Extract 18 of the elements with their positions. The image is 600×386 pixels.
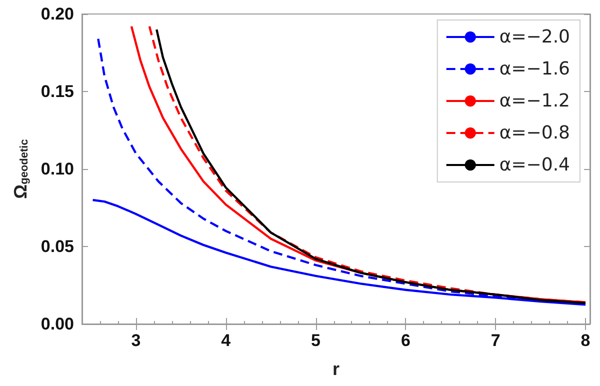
x-tick-label: 4: [221, 331, 232, 350]
y-axis-title: Ωgeodetic: [10, 139, 30, 199]
y-tick-label: 0.20: [40, 4, 74, 24]
legend-label: α=−0.4: [499, 154, 570, 176]
y-tick-label: 0.05: [40, 237, 74, 256]
x-tick-label: 6: [400, 331, 410, 350]
x-tick-label: 3: [131, 331, 141, 350]
x-tick-label: 8: [580, 331, 590, 350]
y-tick-label: 0.00: [40, 314, 74, 334]
legend-label: α=−0.8: [499, 122, 570, 144]
y-tick-label: 0.10: [40, 160, 74, 178]
legend-label: α=−2.0: [499, 26, 570, 48]
x-axis-title: r: [332, 359, 340, 379]
y-tick-label: 0.15: [40, 82, 74, 101]
x-tick-label: 7: [490, 331, 500, 350]
legend-label: α=−1.6: [499, 58, 570, 80]
x-tick-label: 5: [311, 331, 321, 350]
legend-label: α=−1.2: [499, 90, 570, 112]
